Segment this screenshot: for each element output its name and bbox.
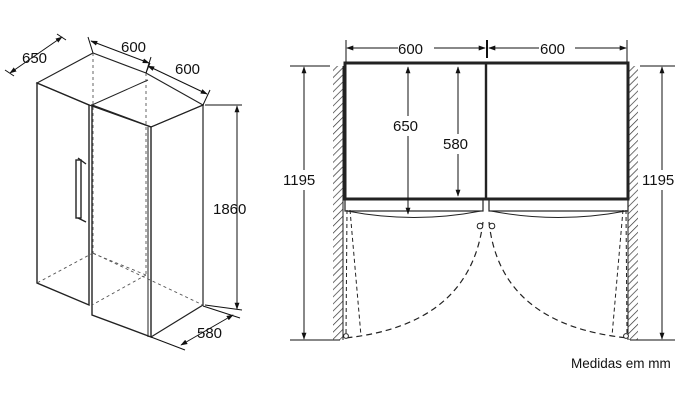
iso-bottom-depth-label: 580 [197, 325, 222, 342]
left-wall [333, 66, 343, 340]
left-total-depth-label: 1195 [283, 172, 315, 189]
door-handle [75, 157, 87, 223]
top-view-dimensions [290, 40, 675, 341]
left-door-swing-arc [344, 221, 484, 339]
side-face [150, 104, 204, 338]
right-door-swing-arc [488, 221, 629, 339]
top-left-width-label: 600 [398, 41, 423, 58]
right-door-face [91, 103, 152, 339]
iso-width-top-label: 600 [121, 39, 146, 56]
iso-depth-label: 650 [22, 50, 47, 67]
left-door-closed [344, 198, 484, 212]
isometric-dimensions [4, 33, 243, 351]
iso-width-right-label: 600 [175, 61, 200, 78]
units-caption: Medidas em mm [571, 356, 671, 371]
right-door-closed [488, 198, 629, 212]
top-view-fridge [343, 61, 630, 339]
inner-depth-650-label: 650 [393, 118, 418, 135]
right-wall [628, 66, 638, 340]
top-right-width-label: 600 [540, 41, 565, 58]
right-total-depth-label: 1195 [642, 172, 674, 189]
inner-depth-580-label: 580 [443, 136, 468, 153]
isometric-fridge [35, 52, 205, 339]
iso-height-label: 1860 [213, 201, 246, 218]
